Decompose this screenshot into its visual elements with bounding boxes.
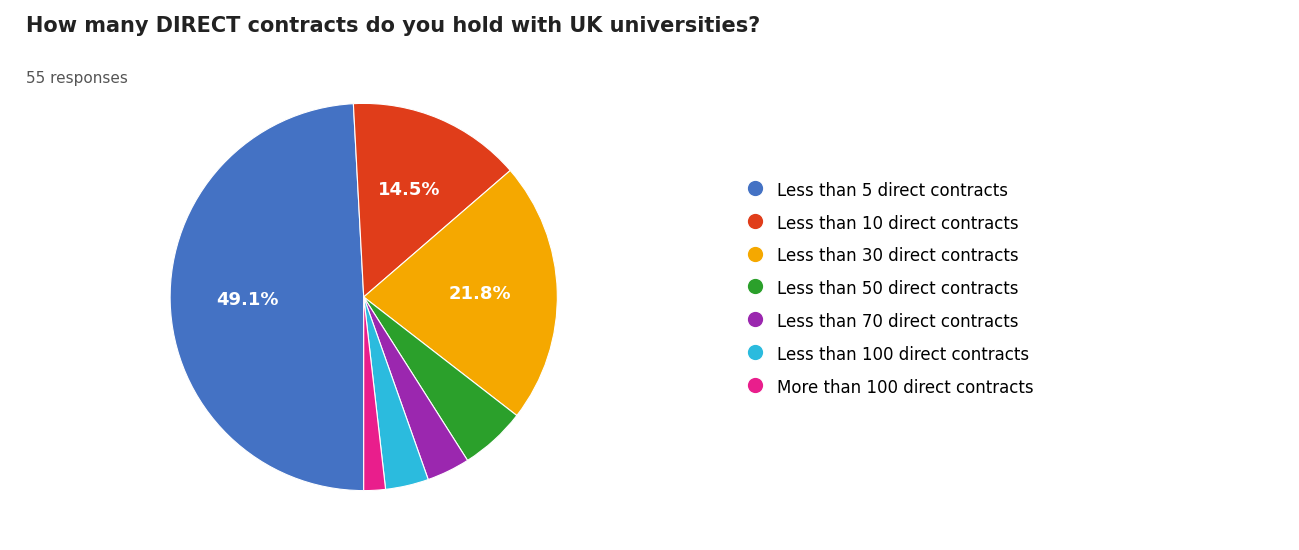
Wedge shape <box>170 104 364 491</box>
Text: 49.1%: 49.1% <box>217 291 279 309</box>
Wedge shape <box>364 297 517 460</box>
Wedge shape <box>364 297 429 490</box>
Wedge shape <box>364 297 468 480</box>
Wedge shape <box>364 170 557 415</box>
Text: 55 responses: 55 responses <box>26 72 127 86</box>
Legend: Less than 5 direct contracts, Less than 10 direct contracts, Less than 30 direct: Less than 5 direct contracts, Less than … <box>738 172 1042 406</box>
Text: 14.5%: 14.5% <box>378 181 440 199</box>
Wedge shape <box>364 297 386 491</box>
Wedge shape <box>353 103 511 297</box>
Text: How many DIRECT contracts do you hold with UK universities?: How many DIRECT contracts do you hold wi… <box>26 16 760 36</box>
Text: 21.8%: 21.8% <box>448 285 511 303</box>
